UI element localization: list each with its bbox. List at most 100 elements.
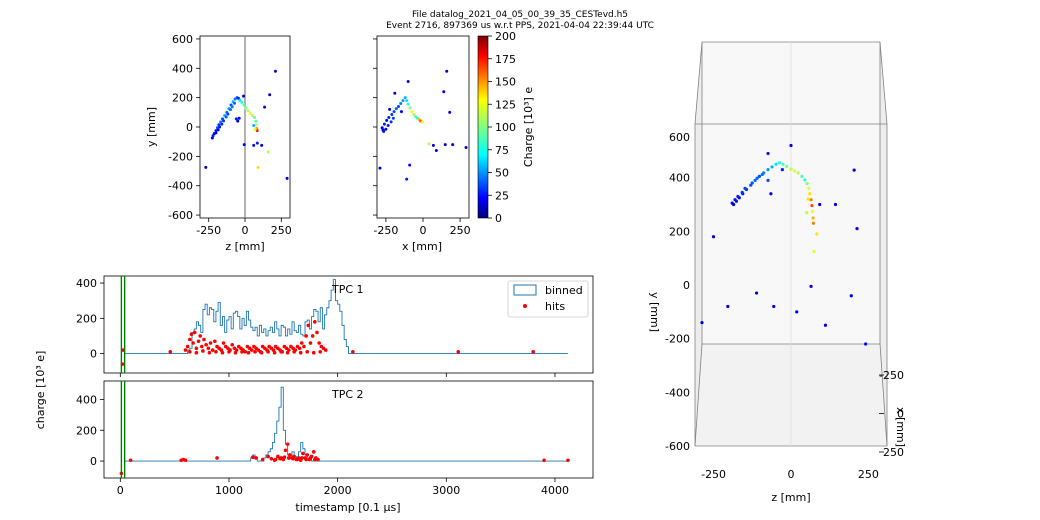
view3d-points <box>700 143 868 346</box>
view3d-point <box>823 323 828 327</box>
hit-point <box>282 455 287 460</box>
view3d-point <box>785 164 789 168</box>
xy-point <box>451 143 455 147</box>
hit-point <box>315 330 319 335</box>
view3d-point <box>808 192 812 196</box>
hit-point <box>311 450 316 454</box>
view3d-ylabel: y [mm] <box>648 292 661 332</box>
hit-point <box>188 350 192 354</box>
view3d-depth-tick-label: 0 <box>897 408 904 421</box>
zy-point <box>254 119 258 123</box>
view3d-ytick-label: 200 <box>669 225 690 238</box>
view3d-point <box>815 232 819 236</box>
xy-x-ticks: -250 0 250 <box>373 218 471 237</box>
xy-point <box>401 99 405 103</box>
xy-point <box>381 128 385 132</box>
view3d-ytick-label: -400 <box>665 386 690 399</box>
hit-point <box>304 334 308 338</box>
colorbar-tick-label: 125 <box>495 98 516 111</box>
hit-point <box>220 350 225 355</box>
view3d-point <box>754 291 759 295</box>
zy-points <box>204 69 289 180</box>
hit-point <box>214 350 218 354</box>
tpc2-panel: 0 200 400 0 1000 2000 3000 4000 TPC 2 timestam… <box>76 380 594 514</box>
hit-point <box>308 456 313 460</box>
legend-binned-label: binned <box>545 284 583 297</box>
view3d-point <box>760 172 764 177</box>
tpc2-hits <box>119 442 570 476</box>
zy-point <box>219 120 223 124</box>
colorbar-tick-label: 150 <box>495 76 516 89</box>
hit-point <box>200 344 204 349</box>
view3d-point <box>809 198 813 202</box>
xy-point <box>382 122 386 126</box>
hit-point <box>566 458 570 463</box>
hit-point <box>215 456 219 460</box>
zy-ylabel: y [mm] <box>145 107 158 147</box>
hit-point <box>318 350 323 354</box>
view3d-point <box>726 304 730 309</box>
xy-point <box>443 143 447 147</box>
view3d-point <box>777 161 782 165</box>
xy-point <box>408 163 412 167</box>
view3d-point <box>743 186 747 190</box>
hit-point <box>168 350 173 354</box>
hit-point <box>298 350 303 355</box>
zy-point <box>236 119 240 123</box>
hit-point <box>128 458 133 463</box>
zy-ytick-label: 200 <box>172 92 193 105</box>
hit-point <box>204 342 208 347</box>
ytick-label: 400 <box>76 277 97 290</box>
tpc2-trigger-lines <box>120 381 126 478</box>
xy-point <box>427 142 431 146</box>
hit-point <box>194 346 199 351</box>
view3d-point <box>772 304 776 309</box>
hit-point <box>311 350 316 355</box>
view3d-ytick-label: -600 <box>665 440 690 453</box>
xy-point <box>420 120 424 124</box>
view3d-point <box>711 235 716 239</box>
xy-point <box>389 120 393 124</box>
view3d-point <box>740 190 744 195</box>
xy-point <box>406 102 410 106</box>
hit-point <box>295 457 300 462</box>
hit-point <box>251 455 255 460</box>
zy-point <box>214 131 218 135</box>
hit-point <box>266 454 270 459</box>
view3d-point <box>792 169 797 173</box>
legend-binned-swatch <box>513 284 537 296</box>
zy-point <box>234 117 238 121</box>
hit-point <box>276 454 280 459</box>
hit-point <box>316 457 320 462</box>
hit-point <box>272 350 277 355</box>
view3d-point <box>730 201 734 205</box>
hit-point <box>299 341 304 345</box>
hit-point <box>259 350 264 355</box>
view3d-point <box>811 216 815 220</box>
hit-point <box>305 350 310 354</box>
view3d-depth-label: x [mm] <box>894 407 907 447</box>
view3d-point <box>795 310 799 314</box>
zy-point <box>244 106 248 110</box>
hit-point <box>198 334 202 338</box>
hit-point <box>201 349 205 353</box>
view3d-point <box>805 181 809 186</box>
hit-point <box>302 344 306 349</box>
zy-point <box>255 141 259 145</box>
zy-point <box>253 115 257 119</box>
xy-point <box>406 80 410 83</box>
view3d-xlabel: z [mm] <box>771 491 810 504</box>
legend-hits-label: hits <box>545 300 565 313</box>
hit-point <box>246 350 251 355</box>
view3d-y-ticks: -600 -400 -200 0 200 400 600 <box>665 131 690 453</box>
xy-point <box>442 90 446 94</box>
view3d-point <box>733 198 737 202</box>
zy-point <box>233 101 237 105</box>
zy-point <box>237 116 241 120</box>
hit-point <box>279 350 283 354</box>
hit-point <box>196 339 201 344</box>
hit-point <box>297 346 302 351</box>
view3d-point <box>766 178 770 182</box>
xy-point <box>405 99 409 103</box>
hit-point <box>299 456 304 460</box>
